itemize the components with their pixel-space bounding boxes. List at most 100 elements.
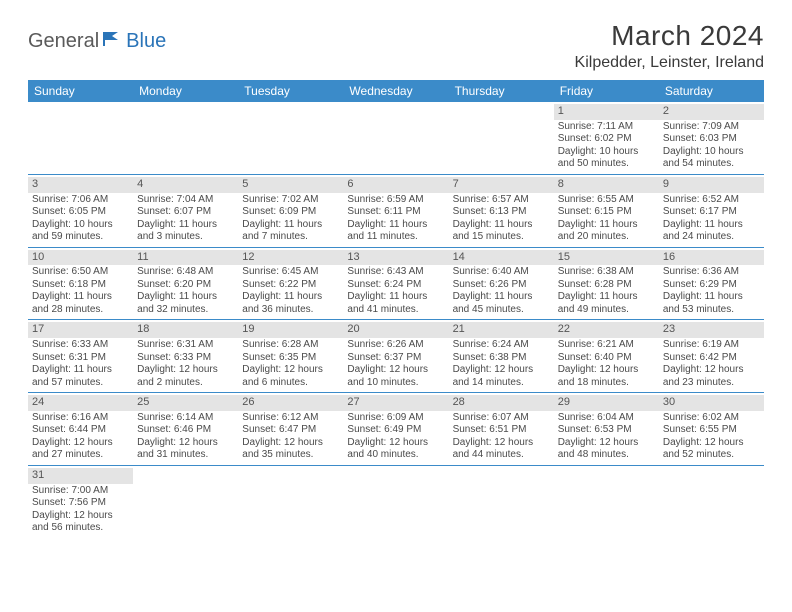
day-number: 19 — [238, 322, 343, 338]
day-detail-line: Sunset: 6:40 PM — [558, 352, 655, 365]
day-detail-line: and 20 minutes. — [558, 231, 655, 244]
day-detail-line: Daylight: 12 hours — [453, 437, 550, 450]
day-detail-line: Sunrise: 6:07 AM — [453, 412, 550, 425]
day-cell: 16Sunrise: 6:36 AMSunset: 6:29 PMDayligh… — [659, 248, 764, 320]
day-detail-line: Sunrise: 6:38 AM — [558, 266, 655, 279]
day-detail-line: Daylight: 11 hours — [453, 291, 550, 304]
day-detail-line: and 32 minutes. — [137, 304, 234, 317]
day-header: Thursday — [449, 80, 554, 102]
day-detail-line: Sunset: 6:31 PM — [32, 352, 129, 365]
day-cell: 24Sunrise: 6:16 AMSunset: 6:44 PMDayligh… — [28, 393, 133, 465]
day-detail-line: and 57 minutes. — [32, 377, 129, 390]
day-detail-line: Sunrise: 6:33 AM — [32, 339, 129, 352]
day-detail-line: Daylight: 12 hours — [558, 364, 655, 377]
day-detail-line: Sunrise: 6:28 AM — [242, 339, 339, 352]
day-cell: 18Sunrise: 6:31 AMSunset: 6:33 PMDayligh… — [133, 320, 238, 392]
day-detail-line: Sunset: 6:51 PM — [453, 424, 550, 437]
day-cell: 4Sunrise: 7:04 AMSunset: 6:07 PMDaylight… — [133, 175, 238, 247]
day-cell: 9Sunrise: 6:52 AMSunset: 6:17 PMDaylight… — [659, 175, 764, 247]
day-detail-line: Daylight: 12 hours — [32, 437, 129, 450]
day-cell — [133, 466, 238, 538]
month-title: March 2024 — [575, 20, 764, 52]
day-detail-line: and 56 minutes. — [32, 522, 129, 535]
day-detail-line: Sunrise: 7:09 AM — [663, 121, 760, 134]
day-detail-line: Sunset: 6:09 PM — [242, 206, 339, 219]
day-detail-line: Sunrise: 6:12 AM — [242, 412, 339, 425]
day-detail-line: Sunset: 6:29 PM — [663, 279, 760, 292]
logo: General Blue — [28, 20, 166, 53]
day-number: 29 — [554, 395, 659, 411]
day-detail-line: Sunrise: 6:36 AM — [663, 266, 760, 279]
day-number: 9 — [659, 177, 764, 193]
day-cell: 25Sunrise: 6:14 AMSunset: 6:46 PMDayligh… — [133, 393, 238, 465]
day-header: Friday — [554, 80, 659, 102]
day-detail-line: Daylight: 12 hours — [242, 437, 339, 450]
day-detail-line: Daylight: 11 hours — [242, 219, 339, 232]
day-detail-line: Daylight: 12 hours — [242, 364, 339, 377]
day-cell — [238, 102, 343, 174]
day-header: Saturday — [659, 80, 764, 102]
day-cell: 6Sunrise: 6:59 AMSunset: 6:11 PMDaylight… — [343, 175, 448, 247]
day-number: 18 — [133, 322, 238, 338]
day-number: 26 — [238, 395, 343, 411]
title-block: March 2024 Kilpedder, Leinster, Ireland — [575, 20, 764, 72]
day-detail-line: Sunrise: 6:19 AM — [663, 339, 760, 352]
day-number: 22 — [554, 322, 659, 338]
day-detail-line: Daylight: 12 hours — [347, 437, 444, 450]
day-detail-line: Daylight: 11 hours — [558, 219, 655, 232]
day-detail-line: Daylight: 11 hours — [137, 219, 234, 232]
day-detail-line: Sunset: 6:49 PM — [347, 424, 444, 437]
day-detail-line: Sunrise: 6:16 AM — [32, 412, 129, 425]
day-detail-line: Sunrise: 6:59 AM — [347, 194, 444, 207]
day-cell: 1Sunrise: 7:11 AMSunset: 6:02 PMDaylight… — [554, 102, 659, 174]
day-detail-line: Daylight: 11 hours — [32, 364, 129, 377]
day-detail-line: and 27 minutes. — [32, 449, 129, 462]
day-cell — [554, 466, 659, 538]
day-number: 15 — [554, 250, 659, 266]
day-number: 13 — [343, 250, 448, 266]
day-number: 17 — [28, 322, 133, 338]
day-detail-line: and 35 minutes. — [242, 449, 339, 462]
calendar: Sunday Monday Tuesday Wednesday Thursday… — [28, 80, 764, 538]
day-detail-line: Sunset: 6:22 PM — [242, 279, 339, 292]
day-detail-line: Daylight: 12 hours — [137, 364, 234, 377]
day-cell — [133, 102, 238, 174]
day-cell: 29Sunrise: 6:04 AMSunset: 6:53 PMDayligh… — [554, 393, 659, 465]
day-detail-line: and 6 minutes. — [242, 377, 339, 390]
day-detail-line: Sunrise: 6:09 AM — [347, 412, 444, 425]
day-detail-line: and 31 minutes. — [137, 449, 234, 462]
day-detail-line: Sunset: 6:42 PM — [663, 352, 760, 365]
day-detail-line: Daylight: 11 hours — [558, 291, 655, 304]
day-number: 2 — [659, 104, 764, 120]
day-detail-line: Daylight: 10 hours — [663, 146, 760, 159]
day-detail-line: Sunset: 6:07 PM — [137, 206, 234, 219]
day-number: 10 — [28, 250, 133, 266]
day-detail-line: Sunset: 6:13 PM — [453, 206, 550, 219]
day-detail-line: Sunrise: 6:21 AM — [558, 339, 655, 352]
day-cell: 28Sunrise: 6:07 AMSunset: 6:51 PMDayligh… — [449, 393, 554, 465]
day-detail-line: Sunrise: 6:57 AM — [453, 194, 550, 207]
day-detail-line: Sunrise: 7:11 AM — [558, 121, 655, 134]
day-number: 25 — [133, 395, 238, 411]
day-detail-line: Sunset: 6:11 PM — [347, 206, 444, 219]
day-detail-line: Sunrise: 6:50 AM — [32, 266, 129, 279]
day-header: Sunday — [28, 80, 133, 102]
day-detail-line: and 11 minutes. — [347, 231, 444, 244]
day-number: 5 — [238, 177, 343, 193]
logo-flag-icon — [102, 30, 124, 53]
day-number: 24 — [28, 395, 133, 411]
day-detail-line: and 3 minutes. — [137, 231, 234, 244]
day-number: 23 — [659, 322, 764, 338]
week-row: 10Sunrise: 6:50 AMSunset: 6:18 PMDayligh… — [28, 248, 764, 321]
day-detail-line: Sunset: 6:55 PM — [663, 424, 760, 437]
week-row: 3Sunrise: 7:06 AMSunset: 6:05 PMDaylight… — [28, 175, 764, 248]
day-detail-line: and 52 minutes. — [663, 449, 760, 462]
day-detail-line: Sunrise: 6:52 AM — [663, 194, 760, 207]
day-detail-line: Sunset: 6:46 PM — [137, 424, 234, 437]
logo-text-general: General — [28, 30, 99, 53]
day-detail-line: Sunset: 6:35 PM — [242, 352, 339, 365]
day-cell: 27Sunrise: 6:09 AMSunset: 6:49 PMDayligh… — [343, 393, 448, 465]
day-detail-line: Sunrise: 6:43 AM — [347, 266, 444, 279]
day-detail-line: Sunrise: 6:24 AM — [453, 339, 550, 352]
day-detail-line: and 7 minutes. — [242, 231, 339, 244]
